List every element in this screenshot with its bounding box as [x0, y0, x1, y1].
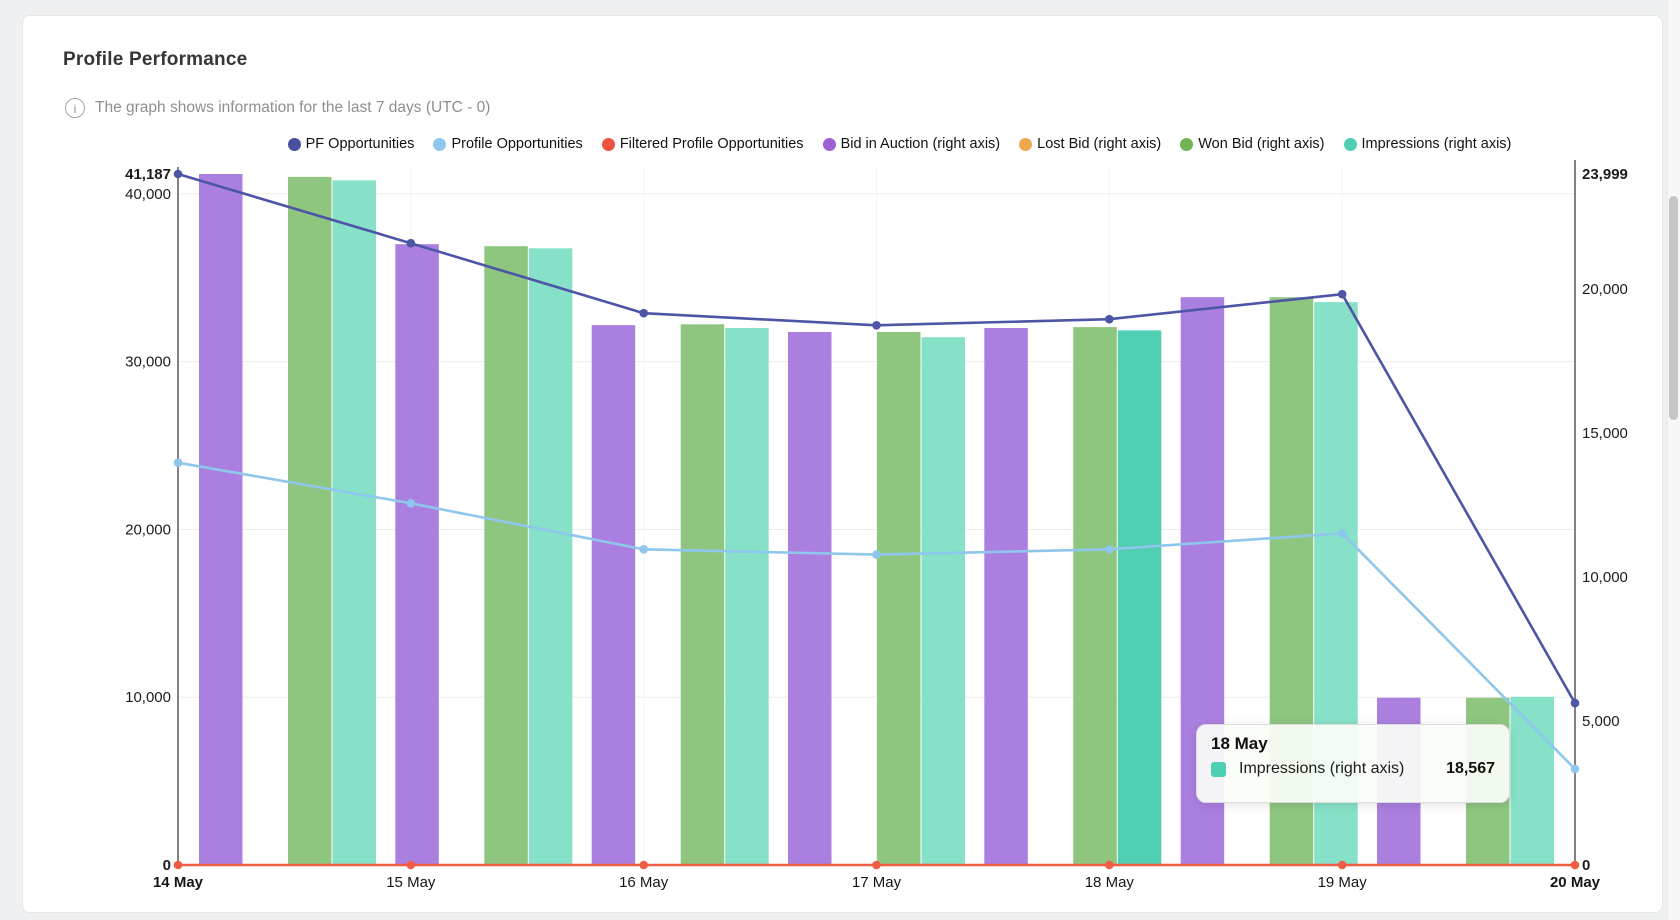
legend-label: Won Bid (right axis)	[1198, 136, 1325, 152]
point-pf-opportunities-16-May[interactable]	[639, 308, 648, 318]
point-filtered-profile-opportunities-16-May[interactable]	[639, 860, 648, 870]
left-axis-label: 40,000	[125, 186, 171, 203]
legend-dot-icon	[433, 137, 447, 151]
bar-impressions--right-axis--16-May[interactable]	[725, 328, 769, 865]
legend-dot-icon	[1343, 137, 1357, 151]
bar-impressions--right-axis--15-May[interactable]	[528, 248, 573, 866]
point-filtered-profile-opportunities-14-May[interactable]	[173, 860, 183, 870]
legend-item-0[interactable]: PF Opportunities	[287, 136, 415, 152]
bar-won-bid--right-axis--17-May[interactable]	[877, 332, 921, 865]
point-filtered-profile-opportunities-20-May[interactable]	[1570, 860, 1580, 870]
point-pf-opportunities-17-May[interactable]	[872, 321, 881, 330]
legend-label: Filtered Profile Opportunities	[619, 136, 804, 152]
left-axis-label: 20,000	[125, 521, 171, 538]
legend-label: Bid in Auction (right axis)	[840, 136, 1001, 152]
point-pf-opportunities-14-May[interactable]	[173, 169, 183, 179]
tooltip-value: 18,567	[1446, 760, 1495, 777]
point-profile-opportunities-20-May[interactable]	[1570, 764, 1580, 774]
point-profile-opportunities-15-May[interactable]	[406, 499, 416, 508]
scrollbar-track[interactable]	[1667, 0, 1680, 920]
bar-impressions--right-axis--14-May[interactable]	[332, 180, 377, 866]
x-axis-label-14-May: 14 May	[153, 874, 204, 891]
bar-won-bid--right-axis--16-May[interactable]	[680, 324, 725, 865]
point-pf-opportunities-20-May[interactable]	[1570, 698, 1580, 708]
point-pf-opportunities-18-May[interactable]	[1105, 314, 1114, 324]
bar-won-bid--right-axis--14-May[interactable]	[288, 176, 332, 865]
tooltip-series-label: Impressions (right axis)	[1239, 760, 1405, 777]
bar-bid-in-auction--right-axis--15-May[interactable]	[395, 244, 439, 865]
right-axis-label: 20,000	[1582, 281, 1628, 298]
bar-bid-in-auction--right-axis--14-May[interactable]	[199, 174, 243, 865]
legend-dot-icon	[1180, 137, 1194, 151]
legend-label: PF Opportunities	[305, 136, 415, 152]
bar-impressions--right-axis--18-May[interactable]	[1117, 330, 1162, 865]
bar-impressions--right-axis--17-May[interactable]	[921, 337, 966, 865]
right-axis-label: 15,000	[1582, 425, 1628, 442]
x-axis-label-16-May: 16 May	[619, 874, 669, 891]
legend-label: Profile Opportunities	[451, 136, 583, 152]
legend-item-3[interactable]: Bid in Auction (right axis)	[822, 136, 1001, 152]
left-axis-label: 10,000	[125, 689, 171, 706]
right-axis-label: 0	[1582, 857, 1590, 874]
legend-dot-icon	[287, 137, 301, 151]
tooltip-row: Impressions (right axis) 18,567	[1211, 760, 1495, 778]
x-axis-label-17-May: 17 May	[852, 874, 902, 891]
bar-bid-in-auction--right-axis--17-May[interactable]	[788, 332, 832, 865]
bar-won-bid--right-axis--15-May[interactable]	[484, 246, 528, 865]
point-profile-opportunities-16-May[interactable]	[639, 545, 648, 554]
tooltip-date: 18 May	[1211, 734, 1268, 753]
chart-subtitle: The graph shows information for the last…	[95, 99, 491, 116]
left-axis-label: 41,187	[125, 166, 171, 183]
point-filtered-profile-opportunities-18-May[interactable]	[1105, 860, 1114, 870]
x-axis-label-19-May: 19 May	[1318, 874, 1368, 891]
scrollbar-thumb[interactable]	[1669, 196, 1678, 420]
point-profile-opportunities-14-May[interactable]	[173, 458, 183, 468]
right-axis-label: 5,000	[1582, 713, 1620, 730]
point-pf-opportunities-15-May[interactable]	[406, 238, 416, 248]
bar-won-bid--right-axis--18-May[interactable]	[1073, 327, 1117, 866]
right-axis-label: 23,999	[1582, 166, 1628, 183]
info-icon[interactable]: i	[65, 98, 85, 118]
right-axis-label: 10,000	[1582, 569, 1628, 586]
left-axis-label: 0	[163, 857, 171, 874]
legend-dot-icon	[822, 137, 836, 151]
legend-dot-icon	[601, 137, 615, 151]
legend-label: Impressions (right axis)	[1361, 136, 1512, 152]
legend-item-2[interactable]: Filtered Profile Opportunities	[601, 136, 804, 152]
page-title: Profile Performance	[63, 49, 248, 70]
legend-item-1[interactable]: Profile Opportunities	[433, 136, 583, 152]
point-filtered-profile-opportunities-19-May[interactable]	[1337, 860, 1347, 870]
point-profile-opportunities-17-May[interactable]	[872, 550, 881, 559]
legend-dot-icon	[1019, 137, 1033, 151]
point-profile-opportunities-18-May[interactable]	[1105, 545, 1114, 554]
tooltip-series-swatch	[1211, 761, 1226, 777]
chart-legend: PF Opportunities Profile Opportunities Fil…	[201, 136, 1598, 152]
bar-bid-in-auction--right-axis--16-May[interactable]	[591, 325, 636, 866]
bar-bid-in-auction--right-axis--18-May[interactable]	[984, 328, 1028, 865]
legend-label: Lost Bid (right axis)	[1037, 136, 1162, 152]
point-filtered-profile-opportunities-17-May[interactable]	[872, 860, 881, 870]
legend-item-5[interactable]: Won Bid (right axis)	[1180, 136, 1325, 152]
subtitle-row: i The graph shows information for the la…	[65, 98, 490, 118]
chart-tooltip: 18 May Impressions (right axis) 18,567	[1196, 724, 1510, 803]
point-filtered-profile-opportunities-15-May[interactable]	[406, 860, 416, 870]
point-pf-opportunities-19-May[interactable]	[1337, 289, 1347, 299]
bar-impressions--right-axis--20-May[interactable]	[1510, 696, 1555, 865]
x-axis-label-15-May: 15 May	[386, 874, 436, 891]
x-axis-label-18-May: 18 May	[1085, 874, 1135, 891]
x-axis-label-20-May: 20 May	[1550, 874, 1601, 891]
left-axis-label: 30,000	[125, 354, 171, 371]
legend-item-6[interactable]: Impressions (right axis)	[1343, 136, 1512, 152]
legend-item-4[interactable]: Lost Bid (right axis)	[1019, 136, 1161, 152]
point-profile-opportunities-19-May[interactable]	[1337, 529, 1347, 538]
